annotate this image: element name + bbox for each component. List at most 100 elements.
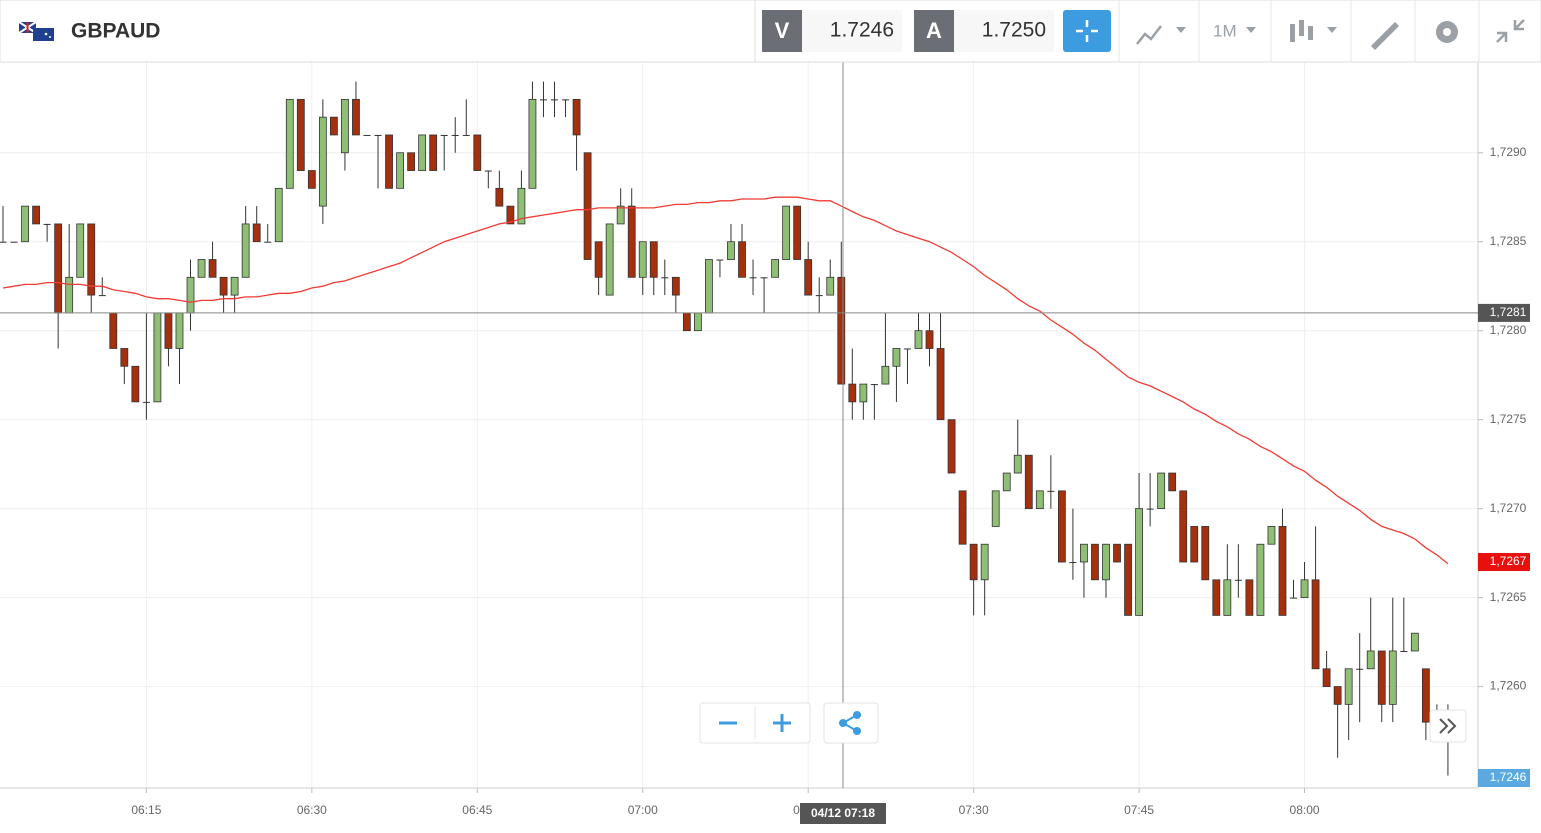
- minimize-button[interactable]: [1496, 19, 1525, 43]
- candle-body: [925, 330, 934, 349]
- ask-label: A: [926, 18, 942, 43]
- settings-button[interactable]: [1436, 21, 1458, 43]
- candle-body: [197, 259, 206, 278]
- candle-body: [1124, 543, 1132, 616]
- candle-body: [616, 205, 625, 225]
- ask-price: 1.7250: [982, 19, 1046, 42]
- candle-body: [385, 134, 393, 189]
- candle-body: [142, 401, 150, 403]
- candle-body: [682, 312, 691, 332]
- candle-body: [661, 277, 669, 279]
- candle-body: [264, 241, 272, 243]
- candle-body: [153, 312, 162, 403]
- candle-body: [627, 205, 636, 278]
- candle-body: [1245, 579, 1254, 616]
- drawing-tool-button[interactable]: [1371, 22, 1399, 50]
- candle-body: [219, 276, 228, 296]
- candle-body: [826, 276, 835, 296]
- crosshair-price-tag: [1478, 303, 1530, 322]
- candle-body: [1102, 543, 1110, 581]
- chart-type-button[interactable]: [1136, 25, 1186, 45]
- candle-body: [109, 312, 118, 349]
- candle-body: [440, 134, 448, 136]
- candle-body: [318, 116, 327, 207]
- candle-body: [1410, 632, 1419, 652]
- candle-body: [164, 312, 173, 349]
- candle-body: [969, 543, 978, 581]
- candle-body: [749, 277, 757, 279]
- last-price-label: 1,7267: [1490, 554, 1527, 568]
- symbol: GBPAUD: [71, 20, 160, 43]
- candle-body: [418, 134, 427, 171]
- candle-body: [605, 223, 614, 296]
- candle-body: [65, 276, 74, 314]
- candle-body: [43, 223, 51, 225]
- candle-body: [649, 241, 658, 278]
- candle-body: [131, 365, 140, 403]
- candle-body: [98, 295, 106, 297]
- moving-average-line: [2, 196, 1449, 565]
- candle-body: [407, 152, 416, 171]
- candle-body: [1377, 650, 1386, 705]
- candle-style-button[interactable]: [1290, 20, 1337, 42]
- x-tick-label: 07:00: [628, 803, 658, 817]
- candle-body: [881, 365, 890, 385]
- ask-button[interactable]: [914, 10, 954, 52]
- candle-body: [760, 277, 768, 279]
- candle-body: [241, 223, 250, 278]
- candle-body: [1322, 668, 1331, 687]
- candle-body: [859, 383, 868, 403]
- candle-body: [1267, 526, 1276, 545]
- crosshair-price-label: 1,7281: [1490, 305, 1527, 319]
- candle-body: [0, 241, 7, 243]
- candle-body: [352, 98, 360, 136]
- candle-body: [1344, 668, 1353, 705]
- scroll-end-button[interactable]: [1439, 718, 1457, 734]
- bid-label: V: [775, 18, 790, 43]
- timeframe-button[interactable]: 1M: [1213, 21, 1237, 40]
- candle-body: [572, 98, 581, 136]
- candle-body: [396, 152, 404, 189]
- candle-body: [1168, 472, 1177, 492]
- candle-body: [1069, 562, 1077, 564]
- plot-area: [0, 62, 1483, 793]
- share-button[interactable]: [839, 711, 861, 735]
- candle-body: [1135, 508, 1143, 616]
- x-tick-label: 06:15: [131, 803, 161, 817]
- candle-body: [1091, 543, 1099, 581]
- candle-body: [341, 98, 349, 154]
- candle-body: [1201, 526, 1210, 581]
- bid-button[interactable]: [762, 10, 802, 52]
- candle-body: [539, 99, 547, 101]
- candle-body: [87, 223, 96, 296]
- zoom-in-button[interactable]: [773, 714, 791, 732]
- candle-body: [473, 134, 482, 171]
- candle-body: [76, 223, 85, 278]
- candle-body: [307, 170, 316, 189]
- candle-body: [782, 205, 791, 260]
- candle-body: [892, 348, 901, 367]
- candle-body: [1024, 454, 1033, 510]
- candle-body: [1080, 543, 1088, 563]
- candle-body: [10, 241, 18, 243]
- candle-body: [517, 187, 526, 225]
- candle-body: [484, 170, 492, 172]
- x-tick-label: 07:30: [959, 803, 989, 817]
- candle-body: [1057, 490, 1066, 563]
- candle-body: [285, 98, 294, 189]
- candle-body: [1234, 579, 1242, 581]
- candle-body: [274, 187, 283, 243]
- candle-body: [1013, 454, 1022, 474]
- y-tick-label: 1,7275: [1490, 412, 1527, 426]
- crosshair-time-tag: [800, 803, 886, 824]
- y-tick-label: 1,7290: [1490, 145, 1527, 159]
- candle-body: [1333, 686, 1342, 705]
- candle-body: [815, 295, 823, 297]
- candle-body: [1002, 472, 1011, 492]
- candle-body: [991, 490, 1000, 527]
- candle-body: [374, 134, 382, 136]
- crosshair-button[interactable]: [1063, 10, 1111, 52]
- x-tick-label: 08:00: [1290, 803, 1320, 817]
